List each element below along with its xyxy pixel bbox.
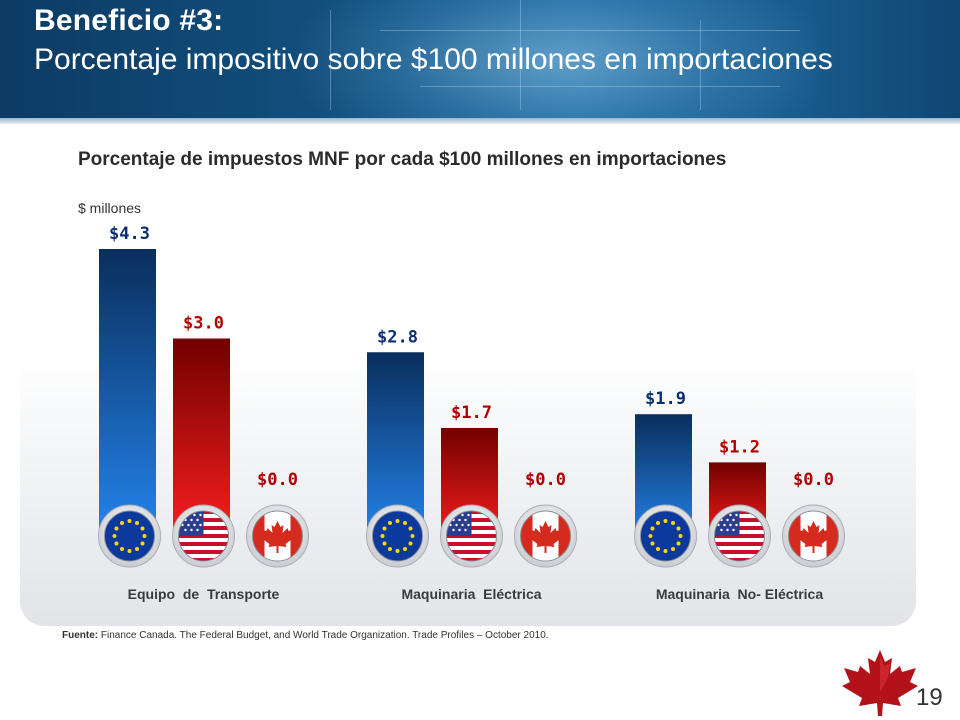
us-flag-icon: [440, 504, 503, 568]
value-label-us-3: $1.2: [719, 437, 760, 457]
value-label-eu-1: $4.3: [109, 224, 150, 244]
chart-title: Porcentaje de impuestos MNF por cada $10…: [78, 149, 727, 170]
source-text: Finance Canada. The Federal Budget, and …: [98, 630, 549, 641]
value-label-eu-2: $2.8: [377, 327, 418, 347]
header-glow: [300, 0, 820, 122]
header-decor-line: [700, 20, 701, 110]
value-label-us-1: $3.0: [183, 313, 224, 333]
header-decor-line: [380, 30, 800, 31]
header-decor-line: [520, 0, 521, 110]
bar-eu-1: [99, 249, 156, 545]
header-decor-line: [330, 10, 331, 110]
value-label-canada-2: $0.0: [525, 470, 566, 490]
page-number: 19: [916, 684, 943, 711]
eu-flag-icon: [366, 504, 429, 568]
eu-flag-icon: [634, 504, 697, 568]
category-label-3: Maquinaria No- Eléctrica: [656, 586, 823, 602]
value-label-canada-3: $0.0: [793, 470, 834, 490]
category-label-1: Equipo de Transporte: [128, 586, 280, 602]
canada-flag-icon: [246, 504, 309, 568]
eu-flag-icon: [98, 504, 161, 568]
source-note: Fuente: Finance Canada. The Federal Budg…: [62, 629, 582, 643]
maple-leaf-icon: [842, 650, 918, 716]
header-divider: [0, 118, 960, 124]
us-flag-icon: [708, 504, 771, 568]
chart-unit-label: $ millones: [78, 200, 142, 216]
header-decor-line: [420, 86, 780, 87]
header-banner: Beneficio #3: Porcentaje impositivo sobr…: [0, 0, 960, 122]
canada-flag-icon: [782, 504, 845, 568]
us-flag-icon: [172, 504, 235, 568]
slide-subtitle: Porcentaje impositivo sobre $100 millone…: [34, 43, 833, 76]
value-label-canada-1: $0.0: [257, 470, 298, 490]
category-label-2: Maquinaria Eléctrica: [401, 586, 541, 602]
slide-title: Beneficio #3:: [34, 4, 224, 37]
canada-flag-icon: [514, 504, 577, 568]
value-label-us-2: $1.7: [451, 403, 492, 423]
source-label: Fuente:: [62, 630, 99, 641]
value-label-eu-3: $1.9: [645, 389, 686, 409]
